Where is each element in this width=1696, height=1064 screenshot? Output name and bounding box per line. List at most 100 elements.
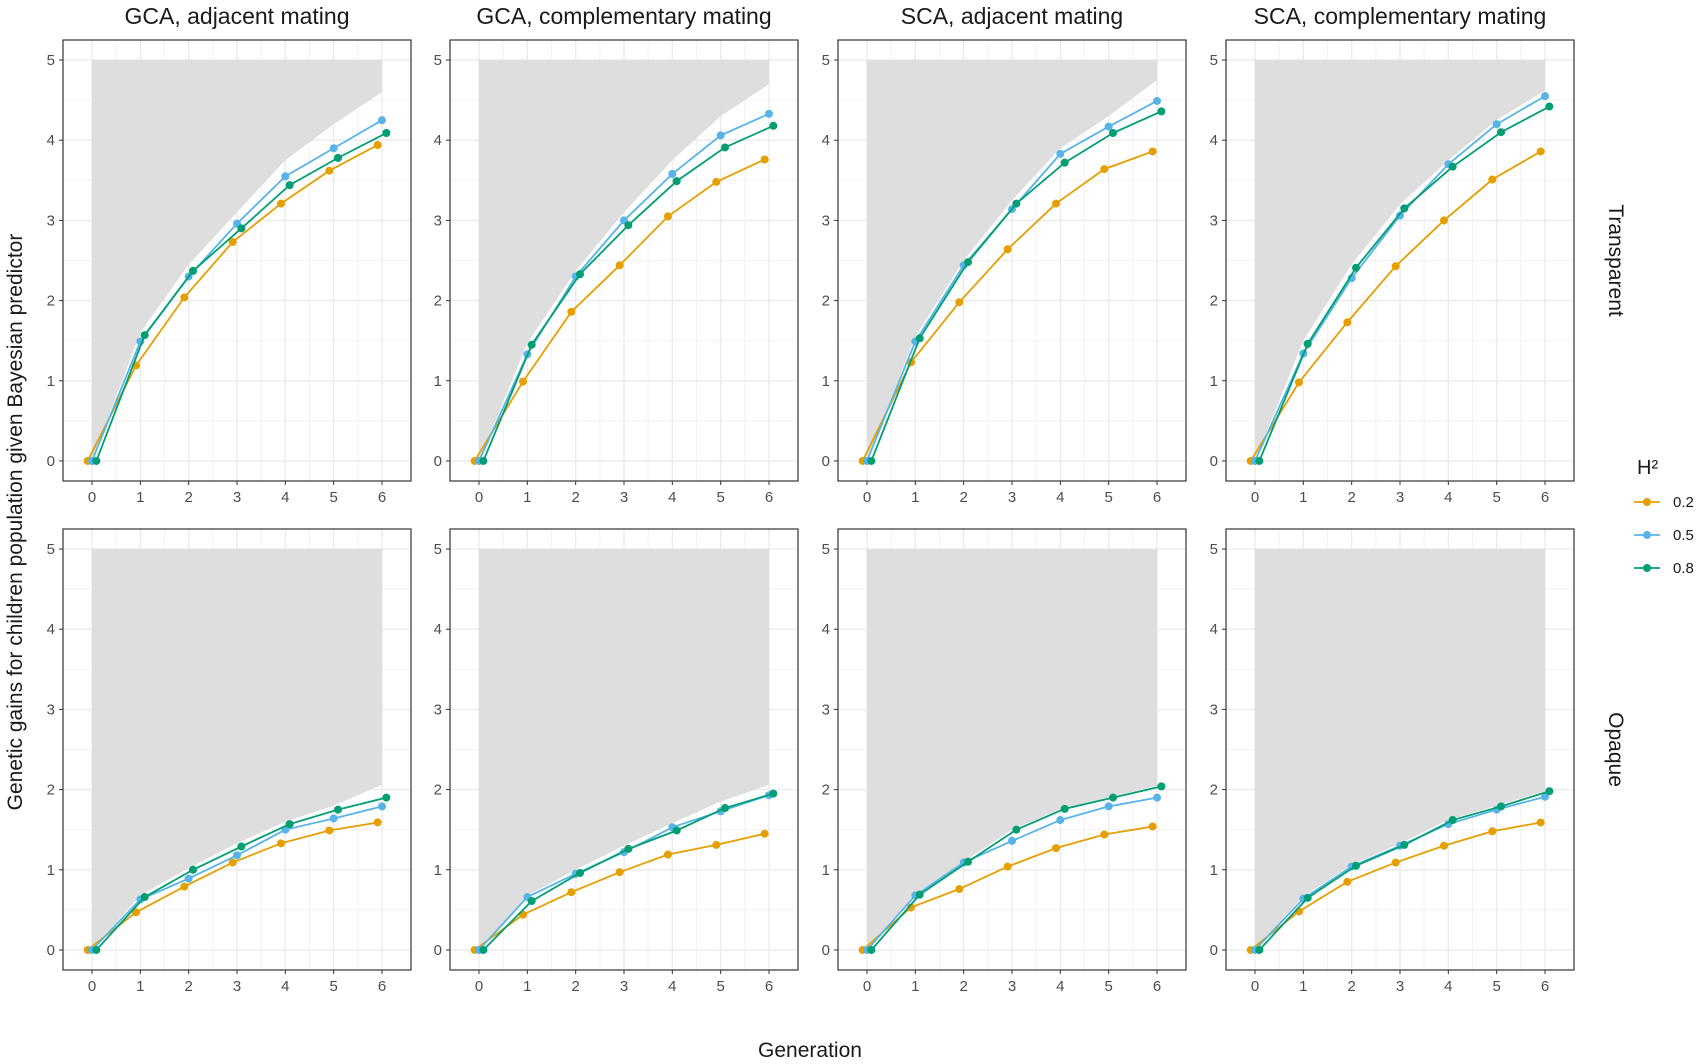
y-tick-label: 0 xyxy=(434,453,442,470)
data-point-h2-0.5 xyxy=(1541,792,1549,801)
y-tick-label: 5 xyxy=(1210,52,1218,69)
x-tick-label: 5 xyxy=(329,489,337,506)
panel: 0 1 2 3 4 5 0 1 2 3 4 5 6 xyxy=(434,39,799,506)
legend: H² 0.2 0.5 0.8 xyxy=(1634,457,1694,577)
data-point-h2-0.2 xyxy=(955,885,964,894)
y-tick-label: 0 xyxy=(47,453,55,470)
y-tick-label: 4 xyxy=(822,132,830,149)
y-tick-label: 4 xyxy=(434,621,442,638)
x-tick-label: 1 xyxy=(911,489,919,506)
data-point-h2-0.8 xyxy=(1060,158,1069,167)
x-tick-label: 4 xyxy=(1444,489,1452,506)
y-tick-label: 2 xyxy=(1210,293,1218,310)
y-tick-label: 3 xyxy=(822,212,830,229)
y-tick-label: 1 xyxy=(47,373,55,390)
legend-title: H² xyxy=(1637,457,1658,479)
y-tick-label: 4 xyxy=(434,132,442,149)
column-strip-label: SCA, complementary mating xyxy=(1254,3,1547,29)
legend-key-point xyxy=(1643,498,1651,506)
data-point-h2-0.8 xyxy=(285,181,294,190)
data-point-h2-0.8 xyxy=(576,270,585,279)
data-point-h2-0.5 xyxy=(378,802,386,811)
y-tick-label: 3 xyxy=(47,701,55,718)
data-point-h2-0.2 xyxy=(663,212,672,221)
data-point-h2-0.5 xyxy=(1056,816,1065,825)
reference-ribbon xyxy=(479,60,769,461)
y-tick-label: 4 xyxy=(47,132,55,149)
x-tick-label: 0 xyxy=(88,489,96,506)
data-point-h2-0.8 xyxy=(769,789,778,798)
y-tick-label: 4 xyxy=(1210,621,1218,638)
data-point-h2-0.8 xyxy=(189,865,198,874)
data-point-h2-0.2 xyxy=(518,377,527,386)
x-tick-label: 2 xyxy=(1347,978,1355,995)
x-tick-label: 0 xyxy=(1251,489,1259,506)
data-point-h2-0.8 xyxy=(1448,816,1457,825)
x-tick-label: 4 xyxy=(668,978,676,995)
panel: 0 1 2 3 4 5 0 1 2 3 4 5 6 xyxy=(434,528,799,995)
data-point-h2-0.5 xyxy=(281,172,290,181)
y-tick-label: 0 xyxy=(822,453,830,470)
data-point-h2-0.8 xyxy=(189,266,198,275)
x-tick-label: 4 xyxy=(1444,978,1452,995)
data-point-h2-0.5 xyxy=(329,144,338,153)
y-tick-label: 1 xyxy=(1210,373,1218,390)
data-point-h2-0.8 xyxy=(527,340,536,349)
data-point-h2-0.5 xyxy=(716,131,725,140)
data-point-h2-0.2 xyxy=(1100,830,1109,839)
data-point-h2-0.8 xyxy=(1012,199,1021,208)
data-point-h2-0.8 xyxy=(624,221,633,230)
y-tick-label: 5 xyxy=(434,541,442,558)
y-tick-label: 4 xyxy=(1210,132,1218,149)
data-point-h2-0.8 xyxy=(964,857,973,866)
data-point-h2-0.8 xyxy=(479,456,488,465)
x-tick-label: 0 xyxy=(475,978,483,995)
y-tick-label: 5 xyxy=(822,52,830,69)
data-point-h2-0.2 xyxy=(228,858,237,867)
column-strip-label: GCA, complementary mating xyxy=(476,3,771,29)
panel: 0 1 2 3 4 5 0 1 2 3 4 5 6 xyxy=(822,528,1187,995)
data-point-h2-0.5 xyxy=(1104,122,1113,131)
data-point-h2-0.5 xyxy=(1153,793,1161,802)
y-tick-label: 5 xyxy=(47,52,55,69)
data-point-h2-0.2 xyxy=(615,868,624,877)
data-point-h2-0.2 xyxy=(906,903,915,912)
y-tick-label: 0 xyxy=(1210,942,1218,959)
data-point-h2-0.8 xyxy=(867,945,876,954)
x-tick-label: 3 xyxy=(620,978,628,995)
x-tick-label: 0 xyxy=(475,489,483,506)
data-point-h2-0.2 xyxy=(373,818,382,827)
data-point-h2-0.8 xyxy=(915,334,924,343)
data-point-h2-0.2 xyxy=(276,199,285,208)
data-point-h2-0.2 xyxy=(1536,818,1545,827)
data-point-h2-0.8 xyxy=(1400,840,1409,849)
x-tick-label: 5 xyxy=(329,978,337,995)
x-tick-label: 0 xyxy=(1251,978,1259,995)
data-point-h2-0.2 xyxy=(180,293,189,302)
data-point-h2-0.8 xyxy=(964,258,973,267)
x-tick-label: 5 xyxy=(716,978,724,995)
data-point-h2-0.8 xyxy=(1400,204,1409,213)
column-strip-label: SCA, adjacent mating xyxy=(901,3,1123,29)
y-tick-label: 0 xyxy=(1210,453,1218,470)
data-point-h2-0.5 xyxy=(668,169,677,178)
x-tick-label: 3 xyxy=(620,489,628,506)
x-tick-label: 1 xyxy=(523,489,531,506)
data-point-h2-0.2 xyxy=(760,155,769,164)
x-tick-label: 4 xyxy=(668,489,676,506)
x-tick-label: 3 xyxy=(1008,978,1016,995)
data-point-h2-0.2 xyxy=(1536,147,1545,156)
panel: 0 1 2 3 4 5 0 1 2 3 4 5 6 xyxy=(47,528,412,995)
data-point-h2-0.8 xyxy=(624,844,633,853)
data-point-h2-0.2 xyxy=(1343,877,1352,886)
data-point-h2-0.2 xyxy=(1439,841,1448,850)
reference-ribbon xyxy=(1255,549,1545,950)
x-tick-label: 1 xyxy=(911,978,919,995)
data-point-h2-0.5 xyxy=(1541,92,1549,101)
reference-ribbon xyxy=(479,549,769,950)
data-point-h2-0.2 xyxy=(663,850,672,859)
legend-label: 0.2 xyxy=(1673,494,1694,511)
y-tick-label: 4 xyxy=(822,621,830,638)
x-tick-label: 2 xyxy=(959,978,967,995)
data-point-h2-0.2 xyxy=(712,840,721,849)
